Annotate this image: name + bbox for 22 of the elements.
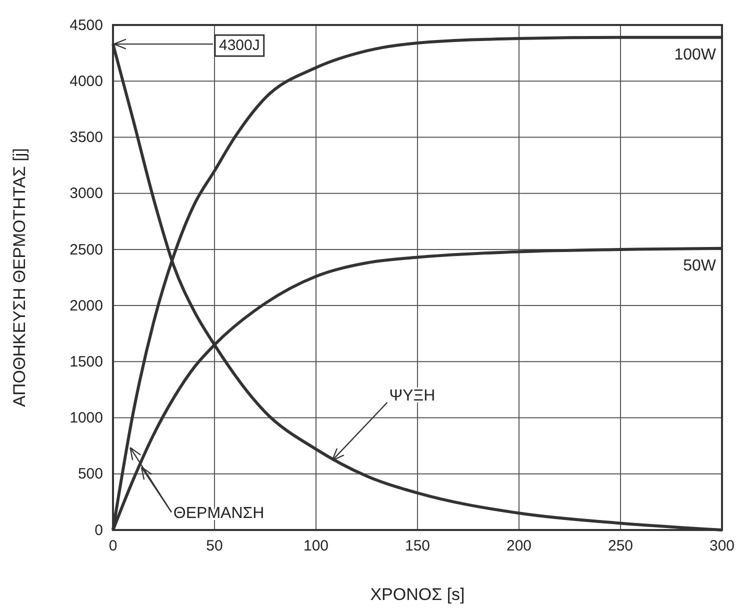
annotation: 4300J: [219, 37, 260, 54]
x-tick-label: 50: [206, 538, 223, 555]
x-tick-label: 200: [506, 538, 532, 555]
y-tick-label: 0: [94, 522, 103, 539]
y-tick-label: 1500: [70, 353, 103, 370]
x-axis-title: ΧΡΟΝΟΣ [s]: [370, 585, 465, 604]
y-tick-label: 3000: [70, 185, 103, 202]
y-tick-label: 2500: [70, 241, 103, 258]
series-label: 100W: [674, 46, 717, 64]
x-tick-label: 0: [108, 538, 118, 555]
x-tick-label: 100: [303, 538, 329, 555]
x-tick-label: 250: [608, 538, 634, 555]
x-tick-label: 150: [404, 538, 430, 555]
y-tick-label: 3500: [70, 129, 103, 146]
series-label: 50W: [683, 257, 717, 274]
y-tick-label: 4000: [70, 72, 103, 90]
x-tick-label: 300: [709, 538, 735, 555]
y-tick-label: 1000: [70, 410, 103, 427]
y-axis-title: ΑΠΟΘΗΚΕΥΣΗ ΘΕΡΜΟΤΗΤΑΣ [j]: [10, 148, 29, 407]
y-tick-label: 4500: [70, 16, 103, 34]
y-tick-label: 2000: [70, 297, 103, 314]
y-tick-label: 500: [78, 466, 103, 483]
